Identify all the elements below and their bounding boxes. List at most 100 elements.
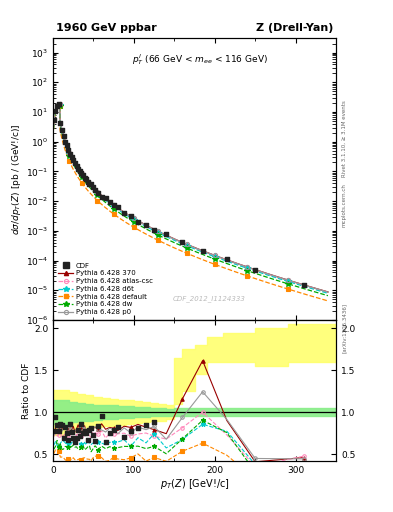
- CDF: [65, 145, 72, 154]
- Pythia 6.428 p0: [215, 253, 220, 260]
- Pythia 6.428 d6t: [325, 290, 330, 296]
- Line: Pythia 6.428 default: Pythia 6.428 default: [53, 106, 328, 301]
- Point: [80, 429, 86, 437]
- Point: [83, 429, 89, 437]
- CDF: [80, 172, 86, 180]
- Pythia 6.428 p0: [320, 287, 324, 293]
- Pythia 6.428 p0: [57, 101, 62, 107]
- Text: 1960 GeV ppbar: 1960 GeV ppbar: [56, 23, 157, 33]
- Pythia 6.428 d6t: [57, 102, 62, 109]
- Point: [73, 434, 80, 442]
- CDF: [73, 162, 80, 170]
- CDF: [107, 198, 113, 206]
- Pythia 6.428 atlas-csc: [51, 125, 56, 131]
- Pythia 6.428 370: [51, 124, 56, 131]
- Pythia 6.428 370: [200, 248, 205, 254]
- Point: [86, 425, 93, 434]
- Pythia 6.428 p0: [325, 289, 330, 295]
- CDF: [62, 138, 68, 146]
- CDF: [151, 226, 157, 234]
- Pythia 6.428 d6t: [215, 254, 220, 261]
- CDF: [67, 150, 73, 158]
- CDF: [55, 100, 62, 108]
- Point: [78, 420, 84, 429]
- CDF: [64, 141, 70, 150]
- CDF: [68, 153, 75, 161]
- CDF: [127, 212, 134, 220]
- Pythia 6.428 default: [325, 298, 330, 304]
- Point: [59, 421, 65, 429]
- Point: [51, 426, 57, 435]
- Pythia 6.428 atlas-csc: [200, 248, 205, 254]
- Pythia 6.428 dw: [51, 126, 56, 132]
- CDF: [121, 209, 127, 217]
- CDF: [51, 116, 57, 124]
- CDF: [88, 180, 94, 188]
- CDF: [143, 221, 149, 229]
- Point: [52, 413, 59, 421]
- Text: CDF_2012_I1124333: CDF_2012_I1124333: [172, 295, 245, 302]
- Pythia 6.428 d6t: [184, 242, 188, 248]
- CDF: [103, 194, 109, 202]
- Point: [107, 429, 113, 437]
- Pythia 6.428 dw: [325, 292, 330, 298]
- Y-axis label: $d\sigma/dp_T(Z)$ [pb / (GeV!/c)]: $d\sigma/dp_T(Z)$ [pb / (GeV!/c)]: [10, 123, 23, 235]
- Text: mcplots.cern.ch: mcplots.cern.ch: [342, 183, 347, 227]
- CDF: [77, 167, 83, 175]
- CDF: [92, 186, 98, 194]
- Point: [54, 421, 60, 429]
- Pythia 6.428 d6t: [200, 249, 205, 255]
- Line: Pythia 6.428 p0: Pythia 6.428 p0: [53, 104, 328, 292]
- CDF: [252, 266, 258, 274]
- Pythia 6.428 atlas-csc: [182, 241, 187, 247]
- Point: [72, 438, 78, 446]
- Pythia 6.428 atlas-csc: [215, 254, 220, 260]
- Point: [84, 436, 91, 444]
- Line: Pythia 6.428 370: Pythia 6.428 370: [53, 104, 328, 292]
- Pythia 6.428 default: [182, 249, 187, 255]
- Text: $p_T^l$ (66 GeV < $m_{ee}$ < 116 GeV): $p_T^l$ (66 GeV < $m_{ee}$ < 116 GeV): [132, 53, 268, 68]
- X-axis label: $p_T(Z)$ [GeV!/c]: $p_T(Z)$ [GeV!/c]: [160, 477, 230, 492]
- Point: [55, 427, 62, 435]
- Pythia 6.428 p0: [51, 124, 56, 131]
- Text: Rivet 3.1.10, ≥ 3.1M events: Rivet 3.1.10, ≥ 3.1M events: [342, 100, 347, 177]
- Pythia 6.428 atlas-csc: [184, 241, 188, 247]
- CDF: [115, 203, 121, 211]
- Pythia 6.428 default: [200, 257, 205, 263]
- Pythia 6.428 p0: [200, 248, 205, 254]
- Pythia 6.428 default: [215, 262, 220, 268]
- Point: [127, 426, 134, 435]
- CDF: [98, 193, 105, 201]
- CDF: [179, 238, 185, 246]
- Point: [64, 429, 70, 437]
- Point: [70, 434, 76, 442]
- Point: [61, 434, 67, 442]
- Pythia 6.428 p0: [182, 240, 187, 246]
- Pythia 6.428 default: [57, 103, 62, 110]
- Pythia 6.428 370: [57, 101, 62, 107]
- Point: [65, 436, 72, 444]
- Pythia 6.428 370: [320, 287, 324, 293]
- CDF: [78, 169, 84, 178]
- Pythia 6.428 d6t: [277, 275, 281, 282]
- CDF: [72, 159, 78, 167]
- CDF: [52, 107, 59, 115]
- CDF: [95, 188, 101, 197]
- CDF: [75, 165, 81, 174]
- Point: [115, 422, 121, 431]
- Point: [81, 427, 88, 435]
- Pythia 6.428 dw: [320, 291, 324, 297]
- Pythia 6.428 370: [184, 241, 188, 247]
- CDF: [61, 132, 67, 140]
- Pythia 6.428 dw: [215, 257, 220, 263]
- CDF: [224, 255, 230, 264]
- Pythia 6.428 370: [215, 253, 220, 260]
- Pythia 6.428 p0: [184, 241, 188, 247]
- Text: [arXiv:1306.3436]: [arXiv:1306.3436]: [342, 303, 347, 353]
- Pythia 6.428 atlas-csc: [320, 288, 324, 294]
- Pythia 6.428 d6t: [320, 288, 324, 294]
- CDF: [163, 230, 169, 239]
- Pythia 6.428 d6t: [182, 242, 187, 248]
- Point: [68, 428, 75, 436]
- Pythia 6.428 dw: [200, 251, 205, 258]
